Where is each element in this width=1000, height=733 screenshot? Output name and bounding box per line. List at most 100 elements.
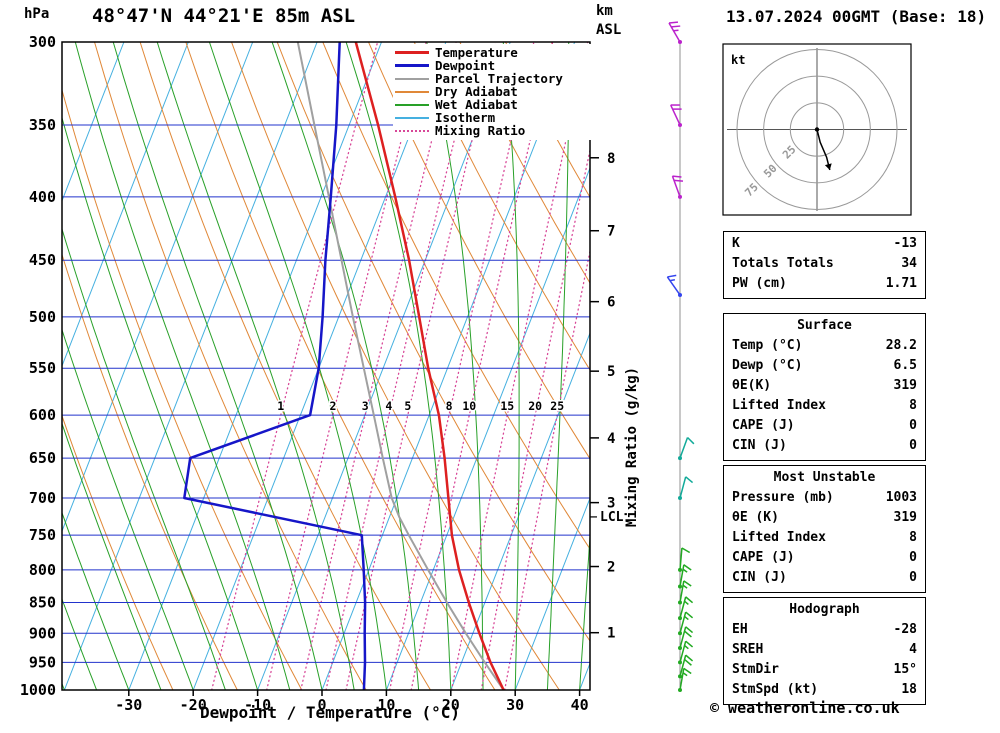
pressure-unit-label: hPa (24, 6, 50, 22)
wind-barb (678, 667, 692, 692)
table-row: K -13 (732, 234, 917, 254)
table-label: θE(K) (732, 378, 772, 393)
table-row: PW (cm) 1.71 (732, 274, 917, 294)
table-value: 28.2 (885, 338, 917, 353)
sounding-profiles (183, 42, 505, 690)
pressure-tick-label: 1000 (20, 681, 56, 699)
table-label: CAPE (J) (732, 550, 795, 565)
lcl-label: LCL (600, 510, 624, 525)
legend-line-sample (395, 77, 429, 80)
table-label: Lifted Index (732, 530, 826, 545)
hodograph-arrowhead (824, 163, 832, 170)
table-row: CIN (J) 0 (732, 568, 917, 588)
pressure-tick-label: 650 (29, 449, 56, 467)
table-row: Lifted Index 8 (732, 396, 917, 416)
data-table-indices: K -13 Totals Totals 34 PW (cm) 1.71 (723, 231, 926, 299)
temperature-line (354, 42, 505, 690)
wind-barb (678, 626, 694, 651)
pressure-tick-label: 300 (29, 33, 56, 51)
table-value: 319 (893, 510, 917, 525)
table-row: SREH 4 (732, 640, 917, 660)
wind-barb-column (666, 21, 695, 692)
table-row: Temp (°C) 28.2 (732, 336, 917, 356)
km-tick-label: 8 (607, 151, 615, 167)
mixing-ratio-value-label: 3 (362, 399, 369, 413)
mixing-ratio-value-label: 8 (446, 399, 453, 413)
table-value: 8 (909, 398, 917, 413)
mixing-ratio-value-label: 15 (500, 399, 514, 413)
pressure-tick-label: 600 (29, 406, 56, 424)
wind-barb (668, 21, 682, 44)
mixing-ratio-axis-label: Mixing Ratio (g/kg) (624, 366, 640, 528)
table-value: 15° (893, 662, 917, 677)
table-header: Hodograph (789, 602, 860, 617)
temp-tick-label: -30 (115, 696, 142, 714)
location-title: 48°47'N 44°21'E 85m ASL (92, 5, 356, 27)
data-table-hodograph: Hodograph EH -28 SREH 4 StmDir 15° StmSpd (kt) 1… (723, 597, 926, 705)
table-label: CIN (J) (732, 438, 787, 453)
dewpoint-line (183, 42, 367, 690)
pressure-tick-label: 400 (29, 188, 56, 206)
pressure-tick-label: 900 (29, 624, 56, 642)
table-value: 8 (909, 530, 917, 545)
table-label: Temp (°C) (732, 338, 803, 353)
temp-tick-label: -20 (180, 696, 207, 714)
table-label: Dewp (°C) (732, 358, 803, 373)
legend-line-sample (395, 64, 429, 67)
table-row: θE(K) 319 (732, 376, 917, 396)
wind-barb (678, 547, 691, 572)
table-value: 1.71 (885, 276, 917, 291)
table-value: -28 (893, 622, 917, 637)
wind-barb (678, 580, 692, 605)
chart-legend: Temperature Dewpoint Parcel Trajectory Dry … (393, 44, 591, 140)
hodograph-unit-label: kt (731, 53, 745, 67)
legend-label: Dry Adiabat (435, 84, 518, 99)
table-label: CIN (J) (732, 570, 787, 585)
km-label: km (596, 3, 613, 19)
legend-line-sample (395, 51, 429, 54)
wind-barb (671, 175, 684, 199)
pressure-tick-label: 750 (29, 526, 56, 544)
hodograph-trace (816, 129, 831, 171)
table-header: Surface (797, 318, 852, 333)
table-row: θE (K) 319 (732, 508, 917, 528)
km-asl-axis-header: km ASL (596, 2, 621, 40)
temp-tick-label: 0 (317, 696, 326, 714)
km-tick-label: 3 (607, 496, 615, 512)
wind-barb (678, 476, 694, 501)
table-value: 4 (909, 642, 917, 657)
legend-label: Mixing Ratio (435, 123, 526, 138)
table-row: Dewp (°C) 6.5 (732, 356, 917, 376)
mixing-ratio-value-label: 1 (277, 399, 284, 413)
km-tick-label: 5 (607, 364, 615, 380)
km-tick-label: 1 (607, 626, 615, 642)
table-label: StmSpd (kt) (732, 682, 819, 697)
table-row: CIN (J) 0 (732, 436, 917, 456)
wind-barb (678, 596, 694, 621)
km-tick-label: 4 (607, 431, 615, 447)
legend-label: Parcel Trajectory (435, 71, 563, 86)
mixing-ratio-value-label: 4 (385, 399, 392, 413)
pressure-tick-label: 850 (29, 594, 56, 612)
temp-tick-label: 30 (506, 696, 524, 714)
table-label: Totals Totals (732, 256, 834, 271)
table-row: EH -28 (732, 620, 917, 640)
table-header: Most Unstable (773, 470, 876, 485)
table-label: EH (732, 622, 748, 637)
wind-barb (678, 640, 694, 665)
pressure-tick-label: 450 (29, 251, 56, 269)
legend-line-sample (395, 103, 429, 106)
table-label: θE (K) (732, 510, 779, 525)
legend-line-sample (395, 90, 429, 93)
pressure-tick-label: 800 (29, 561, 56, 579)
legend-item-mixing-ratio: Mixing Ratio (395, 123, 591, 138)
table-value: 0 (909, 418, 917, 433)
wind-barb (678, 654, 694, 679)
wind-barb (678, 436, 695, 461)
table-label: PW (cm) (732, 276, 787, 291)
mixing-ratio-value-label: 5 (404, 399, 411, 413)
wind-barb (670, 104, 682, 127)
table-value: 18 (901, 682, 917, 697)
